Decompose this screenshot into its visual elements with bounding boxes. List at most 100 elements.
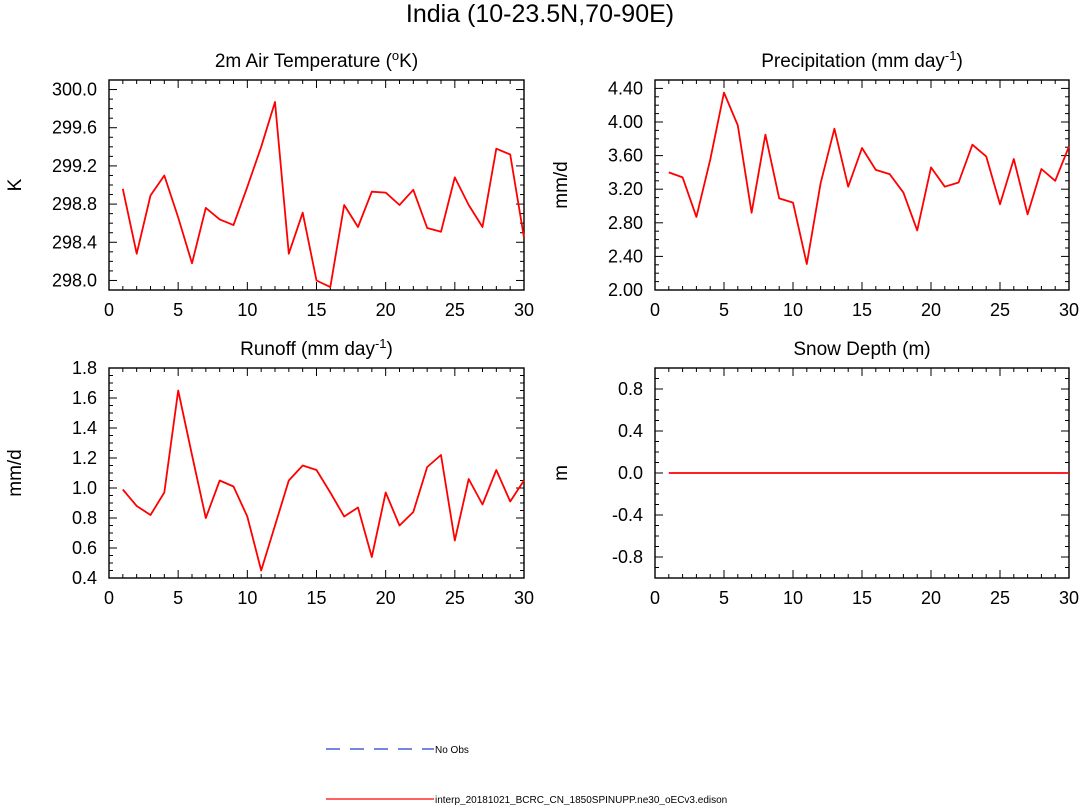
series-line-runoff [122,389,525,572]
data-point [820,182,822,184]
data-point [150,195,152,197]
y-tick-label: 0.4 [618,421,643,441]
y-tick-label: 298.4 [52,232,97,252]
page-title: India (10-23.5N,70-90E) [406,0,674,28]
x-tick-label: 20 [921,588,941,608]
data-point [985,155,987,157]
data-point [1013,158,1015,160]
data-point [316,469,318,471]
data-point [889,472,891,474]
data-point [302,465,304,467]
data-point [958,181,960,183]
x-tick-label: 5 [173,300,183,320]
data-point [302,212,304,214]
data-point [122,489,124,491]
x-tick-label: 5 [719,300,729,320]
data-point [709,159,711,161]
data-point [426,227,428,229]
data-point [385,492,387,494]
data-point [861,147,863,149]
x-tick-label: 0 [650,588,660,608]
y-axis-label: mm/d [5,449,26,497]
x-tick-label: 15 [306,300,326,320]
data-point [971,472,973,474]
x-tick-label: 25 [445,300,465,320]
data-point [902,472,904,474]
x-tick-label: 0 [650,300,660,320]
x-tick-label: 5 [173,588,183,608]
data-point [440,454,442,456]
y-tick-label: 299.6 [52,118,97,138]
data-point [902,192,904,194]
data-point [316,279,318,281]
data-point [233,486,235,488]
data-point [723,472,725,474]
x-tick-label: 10 [783,300,803,320]
data-point [1054,472,1056,474]
data-point [357,226,359,228]
data-point [875,472,877,474]
plot-frame [654,79,1070,291]
y-tick-label: 2.80 [608,213,643,233]
data-point [288,253,290,255]
y-axis-label: m [551,465,572,481]
data-point [1054,180,1056,182]
data-point [930,166,932,168]
data-point [695,472,697,474]
y-tick-label: 2.00 [608,280,643,300]
data-point [1068,145,1070,147]
panels: 2m Air Temperature (oK) K 0 5 10 15 20 25 30 298.… [5,48,1079,608]
y-axis-label: mm/d [551,161,572,209]
x-tick-label: 25 [990,300,1010,320]
data-point [468,478,470,480]
data-point [205,517,207,519]
data-point [668,171,670,173]
x-tick-label: 10 [783,588,803,608]
data-point [426,466,428,468]
data-point [944,186,946,188]
y-tick-label: 0.8 [72,508,97,528]
data-point [695,216,697,218]
data-point [1040,168,1042,170]
data-point [219,218,221,220]
x-tick-label: 15 [852,588,872,608]
panel-title: Precipitation (mm day-1) [761,48,963,72]
data-point [709,472,711,474]
data-point [191,262,193,264]
data-point [288,480,290,482]
data-point [399,204,401,206]
y-tick-label: 3.60 [608,146,643,166]
y-tick-label: 0.8 [618,379,643,399]
data-point [985,472,987,474]
data-point [916,472,918,474]
data-point [205,207,207,209]
y-tick-label: -0.4 [612,505,643,525]
y-tick-label: 1.2 [72,448,97,468]
data-point [163,174,165,176]
data-point [523,480,525,482]
y-tick-label: 3.20 [608,179,643,199]
data-point [847,472,849,474]
data-point [778,197,780,199]
data-point [329,492,331,494]
data-point [1040,472,1042,474]
data-point [778,472,780,474]
y-tick-label: 1.8 [72,358,97,378]
data-point [246,186,248,188]
data-point [737,124,739,126]
data-point [792,472,794,474]
data-point [668,472,670,474]
x-tick-label: 25 [990,588,1010,608]
panel-snowd: Snow Depth (m) m 0 5 10 15 20 25 30 -0.8 -0.4 0.0 0.… [551,339,1079,608]
x-tick-label: 5 [719,588,729,608]
data-point [930,472,932,474]
data-point [764,134,766,136]
data-point [509,153,511,155]
data-point [136,505,138,507]
x-tick-label: 25 [445,588,465,608]
data-point [412,511,414,513]
data-point [944,472,946,474]
panel-title: Snow Depth (m) [793,339,930,360]
